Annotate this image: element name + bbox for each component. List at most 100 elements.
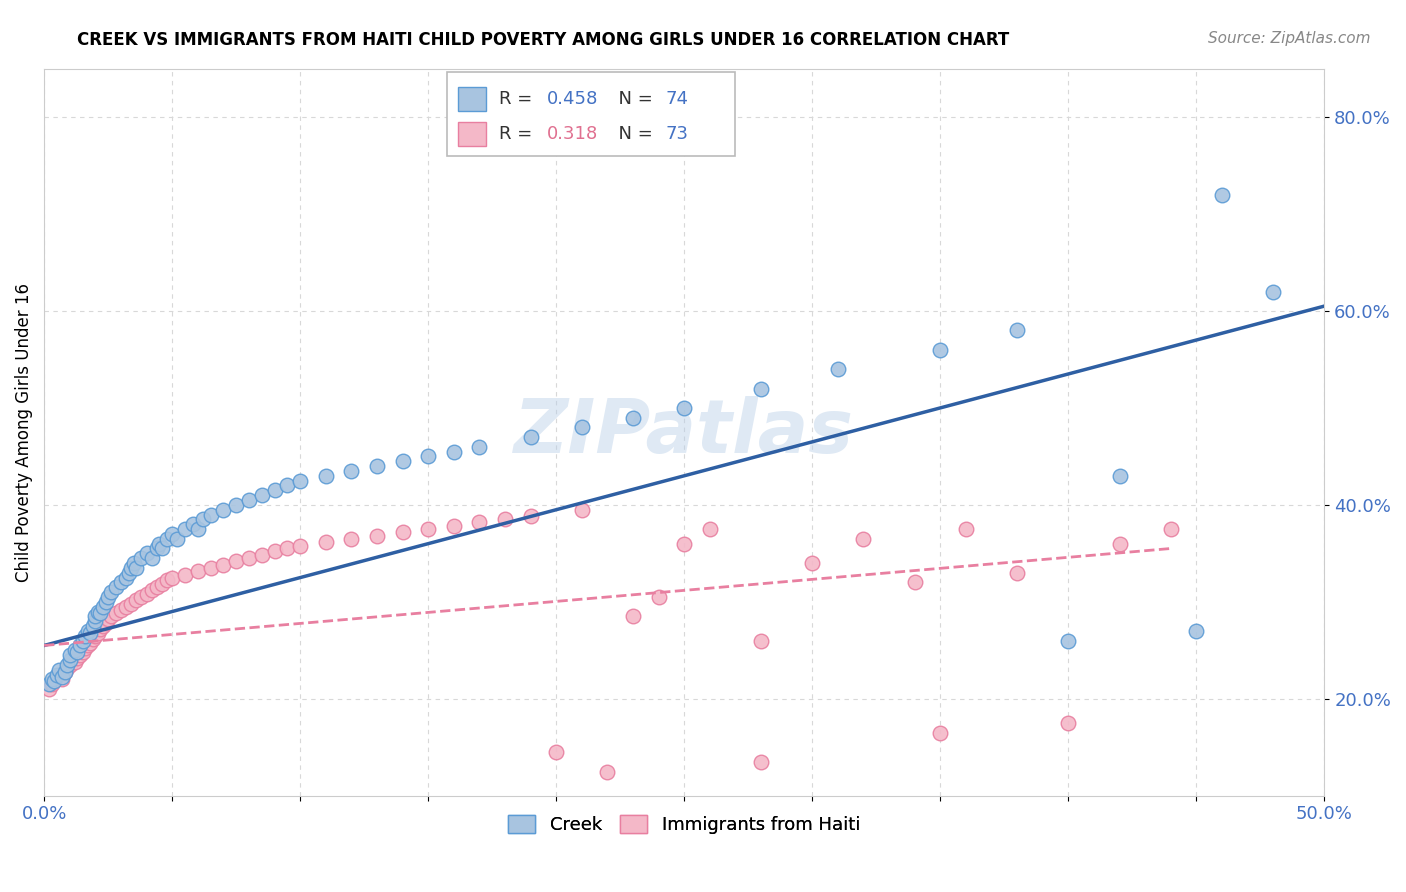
Point — [276, 478, 298, 492]
Point — [494, 512, 516, 526]
Point — [135, 587, 157, 601]
Point — [100, 609, 122, 624]
Text: 0.458: 0.458 — [547, 90, 599, 108]
Point — [160, 571, 183, 585]
Point — [852, 532, 875, 546]
Point — [38, 677, 60, 691]
Point — [141, 583, 163, 598]
Point — [87, 605, 110, 619]
Point — [66, 651, 89, 665]
Bar — [457, 87, 486, 111]
Point — [89, 622, 111, 636]
Point — [79, 625, 101, 640]
Point — [104, 607, 127, 621]
Point — [238, 551, 260, 566]
Point — [66, 645, 89, 659]
Point — [63, 655, 86, 669]
Point — [56, 657, 79, 672]
Point — [166, 532, 188, 546]
Point — [212, 502, 235, 516]
Legend: Creek, Immigrants from Haiti: Creek, Immigrants from Haiti — [501, 807, 868, 841]
Point — [41, 677, 63, 691]
Point — [929, 343, 952, 357]
Point — [212, 558, 235, 572]
Text: 74: 74 — [665, 90, 688, 108]
Text: CREEK VS IMMIGRANTS FROM HAITI CHILD POVERTY AMONG GIRLS UNDER 16 CORRELATION CH: CREEK VS IMMIGRANTS FROM HAITI CHILD POV… — [77, 31, 1010, 49]
Point — [72, 633, 94, 648]
Point — [141, 551, 163, 566]
Text: R =: R = — [499, 125, 537, 143]
Point — [238, 493, 260, 508]
Point — [673, 401, 696, 415]
Point — [1005, 566, 1028, 580]
Point — [56, 661, 79, 675]
Point — [75, 641, 97, 656]
Point — [174, 522, 197, 536]
Point — [75, 629, 97, 643]
Point — [200, 561, 222, 575]
FancyBboxPatch shape — [447, 72, 735, 156]
Text: N =: N = — [607, 125, 659, 143]
Point — [250, 488, 273, 502]
Point — [51, 673, 73, 687]
Point — [187, 564, 209, 578]
Point — [150, 577, 173, 591]
Point — [315, 468, 337, 483]
Point — [100, 585, 122, 599]
Point — [187, 522, 209, 536]
Point — [115, 599, 138, 614]
Point — [59, 648, 82, 662]
Point — [801, 556, 824, 570]
Point — [117, 566, 139, 580]
Point — [1263, 285, 1285, 299]
Point — [110, 602, 132, 616]
Point — [41, 673, 63, 687]
Point — [315, 534, 337, 549]
Point — [571, 420, 593, 434]
Point — [44, 674, 66, 689]
Point — [48, 667, 70, 681]
Point — [1108, 468, 1130, 483]
Point — [955, 522, 977, 536]
Point — [340, 532, 363, 546]
Point — [340, 464, 363, 478]
Point — [160, 527, 183, 541]
Point — [191, 512, 214, 526]
Point — [146, 541, 169, 556]
Point — [125, 593, 148, 607]
Point — [443, 444, 465, 458]
Point — [156, 574, 179, 588]
Point — [647, 590, 669, 604]
Point — [79, 635, 101, 649]
Point — [546, 745, 568, 759]
Point — [699, 522, 721, 536]
Point — [468, 440, 491, 454]
Point — [263, 544, 285, 558]
Point — [621, 609, 644, 624]
Point — [929, 725, 952, 739]
Point — [63, 643, 86, 657]
Point — [120, 597, 142, 611]
Point — [288, 474, 311, 488]
Point — [69, 648, 91, 662]
Point — [519, 509, 541, 524]
Point — [250, 549, 273, 563]
Point — [174, 567, 197, 582]
Point — [38, 682, 60, 697]
Text: 0.318: 0.318 — [547, 125, 599, 143]
Point — [97, 612, 120, 626]
Point — [1005, 323, 1028, 337]
Point — [72, 645, 94, 659]
Point — [125, 561, 148, 575]
Point — [827, 362, 849, 376]
Point — [366, 459, 388, 474]
Point — [1160, 522, 1182, 536]
Point — [115, 571, 138, 585]
Point — [225, 498, 247, 512]
Point — [135, 546, 157, 560]
Point — [519, 430, 541, 444]
Point — [53, 665, 76, 679]
Point — [596, 764, 619, 779]
Point — [120, 561, 142, 575]
Point — [148, 536, 170, 550]
